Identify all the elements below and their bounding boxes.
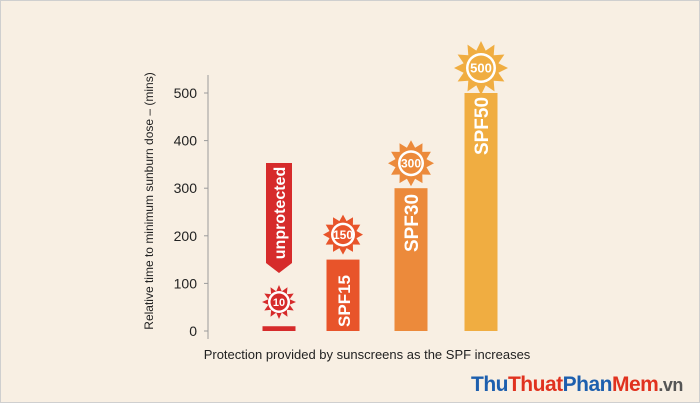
sun-core	[270, 293, 288, 311]
y-tick-label: 100	[174, 275, 198, 291]
watermark-part: Phan	[562, 373, 613, 396]
y-tick-label: 300	[174, 180, 198, 196]
y-axis-title: Relative time to minimum sunburn dose – …	[142, 72, 156, 329]
sun-core	[468, 55, 494, 81]
y-tick-label: 500	[174, 85, 198, 101]
watermark-part: Mem	[611, 373, 659, 396]
bar-value-label: 150	[333, 228, 353, 242]
y-axis: 0 100 200 300 400 500	[174, 75, 209, 339]
bar-spf50	[464, 93, 498, 331]
bar-unprotected	[262, 326, 296, 331]
bar-value-label: 10	[273, 297, 285, 309]
bars: 10 unprotected SPF15 150 SPF30 300 SPF50 500	[262, 41, 508, 331]
watermark-part: Thu	[471, 373, 508, 396]
watermark-part: .vn	[658, 375, 683, 395]
watermark-part: Thuat	[507, 373, 563, 396]
category-label: unprotected	[272, 167, 289, 259]
watermark-logo: ThuThuatPhanMem.vn	[471, 373, 683, 397]
sun-badge: 150	[323, 214, 363, 255]
bar-spf30	[394, 188, 428, 331]
sun-badge: 10	[262, 285, 296, 319]
bar-spf15	[326, 259, 360, 331]
category-label: SPF15	[335, 275, 354, 327]
bar-value-label: 500	[470, 61, 492, 76]
sun-badge: 500	[454, 41, 508, 95]
x-axis-title: Protection provided by sunscreens as the…	[204, 347, 531, 362]
category-label: SPF30	[402, 194, 423, 252]
sun-core	[400, 152, 422, 174]
sun-core	[333, 225, 353, 245]
y-tick-label: 200	[174, 228, 198, 244]
y-tick-label: 400	[174, 133, 198, 149]
category-label: SPF50	[472, 97, 493, 155]
sun-badge: 300	[388, 140, 434, 187]
unprotected-callout	[266, 163, 292, 273]
bar-value-label: 300	[401, 157, 421, 171]
y-tick-label: 0	[189, 323, 197, 339]
